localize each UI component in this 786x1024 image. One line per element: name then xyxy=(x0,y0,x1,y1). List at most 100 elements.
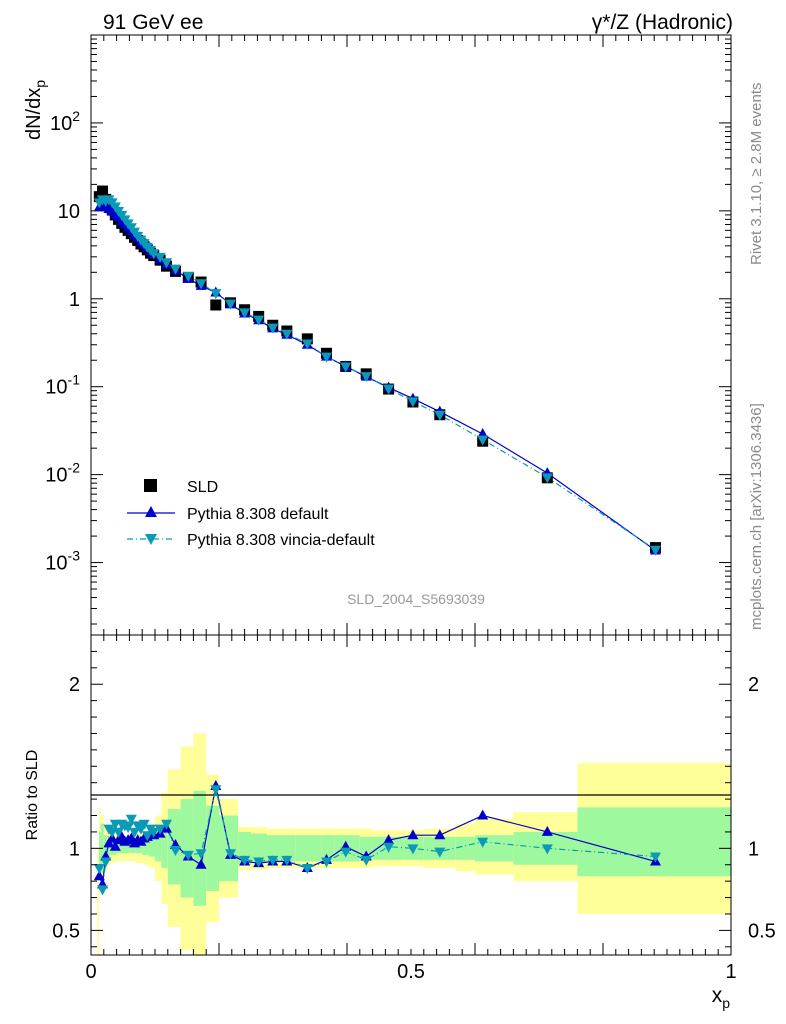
ratio-inner-band xyxy=(129,841,136,854)
ratio-point-vincia xyxy=(93,864,105,875)
legend-label-default: Pythia 8.308 default xyxy=(187,506,329,523)
data-point-vincia xyxy=(148,249,160,260)
main-series xyxy=(93,185,661,556)
ratio-inner-band xyxy=(107,840,111,857)
y-tick-label-main: 10 xyxy=(58,201,80,223)
ratio-inner-band xyxy=(116,843,123,854)
ratio-point-vincia xyxy=(649,852,661,863)
ratio-point-vincia xyxy=(154,824,166,835)
ratio-inner-band xyxy=(295,835,322,862)
series-line-2 xyxy=(98,198,656,551)
ratio-point-default xyxy=(109,840,121,851)
legend-marker-vincia xyxy=(145,534,157,545)
legend: SLD Pythia 8.308 default Pythia 8.308 vi… xyxy=(127,479,375,549)
y-tick-label-ratio: 0.5 xyxy=(52,920,80,942)
ratio-inner-band xyxy=(148,838,155,857)
data-point-vincia xyxy=(225,299,237,310)
y-axis-label-main: dN/dxp xyxy=(23,80,48,140)
series-line-1 xyxy=(99,204,656,552)
ratio-point-vincia xyxy=(100,857,112,868)
ratio-point-vincia xyxy=(97,885,109,896)
ratio-point-vincia xyxy=(267,855,279,866)
ratio-point-vincia xyxy=(195,849,207,860)
data-point-default xyxy=(477,427,489,438)
data-point-vincia xyxy=(161,258,173,269)
ratio-point-vincia xyxy=(383,842,395,853)
data-point-vincia xyxy=(301,339,313,350)
ratio-inner-band xyxy=(455,836,475,860)
ratio-point-vincia xyxy=(340,847,352,858)
ratio-inner-band xyxy=(155,833,162,862)
ratio-inner-band xyxy=(180,799,194,898)
data-point-vincia xyxy=(182,271,194,282)
ratio-point-default xyxy=(477,809,489,820)
ratio-point-default xyxy=(541,825,553,836)
ratio-point-vincia xyxy=(210,785,222,796)
ratio-point-default xyxy=(93,870,105,881)
y-tick-label-main: 10-3 xyxy=(45,548,80,575)
ratio-point-vincia xyxy=(169,845,181,856)
ratio-point-vincia xyxy=(122,823,134,833)
ratio-panel: 0.5 0.51 12 20 0.5 1 Ratio to SLD xp xyxy=(24,634,776,1011)
ratio-point-vincia xyxy=(239,855,251,866)
ratio-point-vincia xyxy=(113,827,125,838)
y-tick-label-ratio: 2 xyxy=(69,674,80,696)
ratio-point-vincia xyxy=(138,819,150,830)
ratio-point-vincia xyxy=(321,857,333,868)
data-point-sld xyxy=(97,185,109,197)
data-point-vincia xyxy=(267,323,279,334)
ratio-inner-band xyxy=(206,805,219,891)
data-point-sld xyxy=(210,299,222,311)
ratio-point-default xyxy=(434,829,446,840)
ratio-inner-band xyxy=(135,841,143,854)
legend-label-sld: SLD xyxy=(187,479,218,496)
ratio-point-vincia xyxy=(161,819,173,830)
data-point-vincia xyxy=(434,410,446,421)
x-tick-label: 0 xyxy=(85,961,96,983)
data-point-vincia xyxy=(281,329,293,340)
data-point-vincia xyxy=(169,264,181,275)
ratio-inner-band xyxy=(267,835,283,862)
ratio-point-vincia xyxy=(477,837,489,848)
ratio-outer-band xyxy=(97,848,99,955)
analysis-id: SLD_2004_S5693039 xyxy=(347,591,485,607)
y-tick-label-main: 102 xyxy=(50,108,80,135)
data-point-vincia xyxy=(383,384,395,395)
y-tick-label-main: 1 xyxy=(69,289,80,311)
data-point-vincia xyxy=(541,473,553,484)
data-point-vincia xyxy=(360,372,372,383)
right-title: γ*/Z (Hadronic) xyxy=(592,11,733,34)
main-ticks: 10-3 10-2 10-1 1 10 102 xyxy=(45,35,732,635)
ratio-ticks: 0.5 0.51 12 20 0.5 1 xyxy=(52,635,776,983)
rivet-version-label: Rivet 3.1.10, ≥ 2.8M events xyxy=(748,83,765,266)
ratio-inner-band xyxy=(193,790,207,906)
ratio-point-vincia xyxy=(225,849,237,860)
data-point-vincia xyxy=(649,545,661,556)
legend-label-vincia: Pythia 8.308 vincia-default xyxy=(187,532,375,549)
mcplots-label: mcplots.cern.ch [arXiv:1306.3436] xyxy=(748,403,765,630)
ratio-point-vincia xyxy=(301,864,313,875)
x-axis-label: xp xyxy=(712,984,731,1011)
data-point-vincia xyxy=(321,352,333,363)
left-title: 91 GeV ee xyxy=(103,11,203,34)
ratio-inner-band xyxy=(321,835,335,862)
x-tick-label: 1 xyxy=(725,961,736,983)
ratio-inner-band xyxy=(142,840,149,855)
y-tick-label-main: 10-2 xyxy=(45,460,80,487)
ratio-bands xyxy=(97,733,731,955)
ratio-inner-band xyxy=(161,825,168,869)
ratio-point-default xyxy=(195,858,207,869)
x-tick-label: 0.5 xyxy=(397,961,425,983)
ratio-inner-band xyxy=(577,807,731,877)
y-tick-label-ratio-right: 0.5 xyxy=(748,920,776,942)
data-point-vincia xyxy=(477,435,489,446)
data-point-vincia xyxy=(195,279,207,290)
data-point-vincia xyxy=(210,289,222,300)
ratio-point-vincia xyxy=(182,850,194,861)
data-point-vincia xyxy=(154,252,166,263)
data-point-vincia xyxy=(239,308,251,319)
legend-marker-sld xyxy=(144,479,157,492)
ratio-point-vincia xyxy=(434,847,446,858)
ratio-inner-band xyxy=(283,835,296,862)
